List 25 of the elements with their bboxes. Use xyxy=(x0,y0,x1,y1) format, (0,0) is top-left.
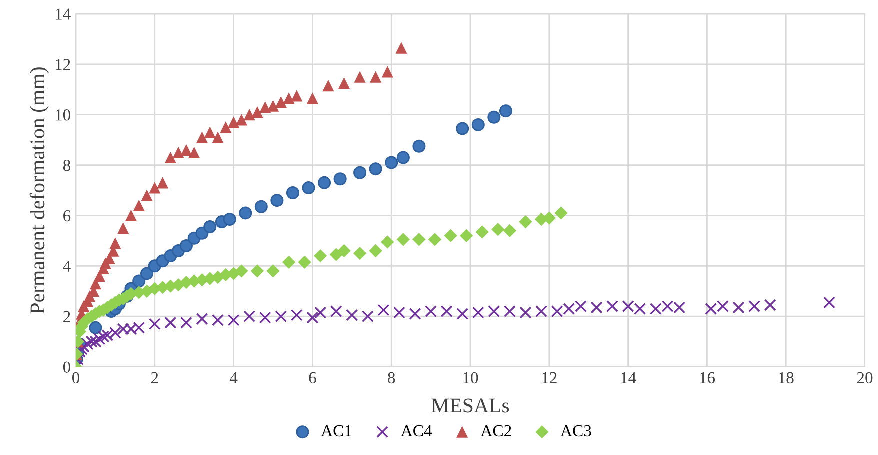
legend-label: AC4 xyxy=(401,425,432,437)
x-tick-label: 4 xyxy=(230,372,238,384)
x-tick-label: 14 xyxy=(621,372,636,384)
x-tick-label: 0 xyxy=(72,372,80,384)
y-tick-label: 0 xyxy=(63,362,71,373)
y-tick-label: 10 xyxy=(56,110,71,121)
y-tick-label: 6 xyxy=(64,210,71,222)
legend-label: AC2 xyxy=(480,425,512,437)
y-tick-label: 8 xyxy=(63,160,71,172)
legend-label: AC3 xyxy=(560,425,592,437)
x-tick-label: 12 xyxy=(542,372,557,384)
y-axis-title: Permanent deformation (mm) xyxy=(30,68,49,314)
y-tick-label: 4 xyxy=(63,260,71,272)
y-tick-label: 14 xyxy=(56,8,71,20)
x-tick-label: 20 xyxy=(857,372,873,384)
x-tick-label: 6 xyxy=(309,372,316,384)
y-tick-label: 2 xyxy=(64,311,70,322)
x-tick-label: 8 xyxy=(388,372,396,384)
x-axis-title: MESALs xyxy=(432,398,510,413)
y-tick-label: 12 xyxy=(56,59,70,70)
x-tick-label: 16 xyxy=(700,372,716,384)
legend-label: AC1 xyxy=(321,425,352,437)
x-tick-label: 2 xyxy=(151,372,158,384)
x-tick-label: 18 xyxy=(779,372,794,384)
x-tick-label: 10 xyxy=(464,372,478,384)
